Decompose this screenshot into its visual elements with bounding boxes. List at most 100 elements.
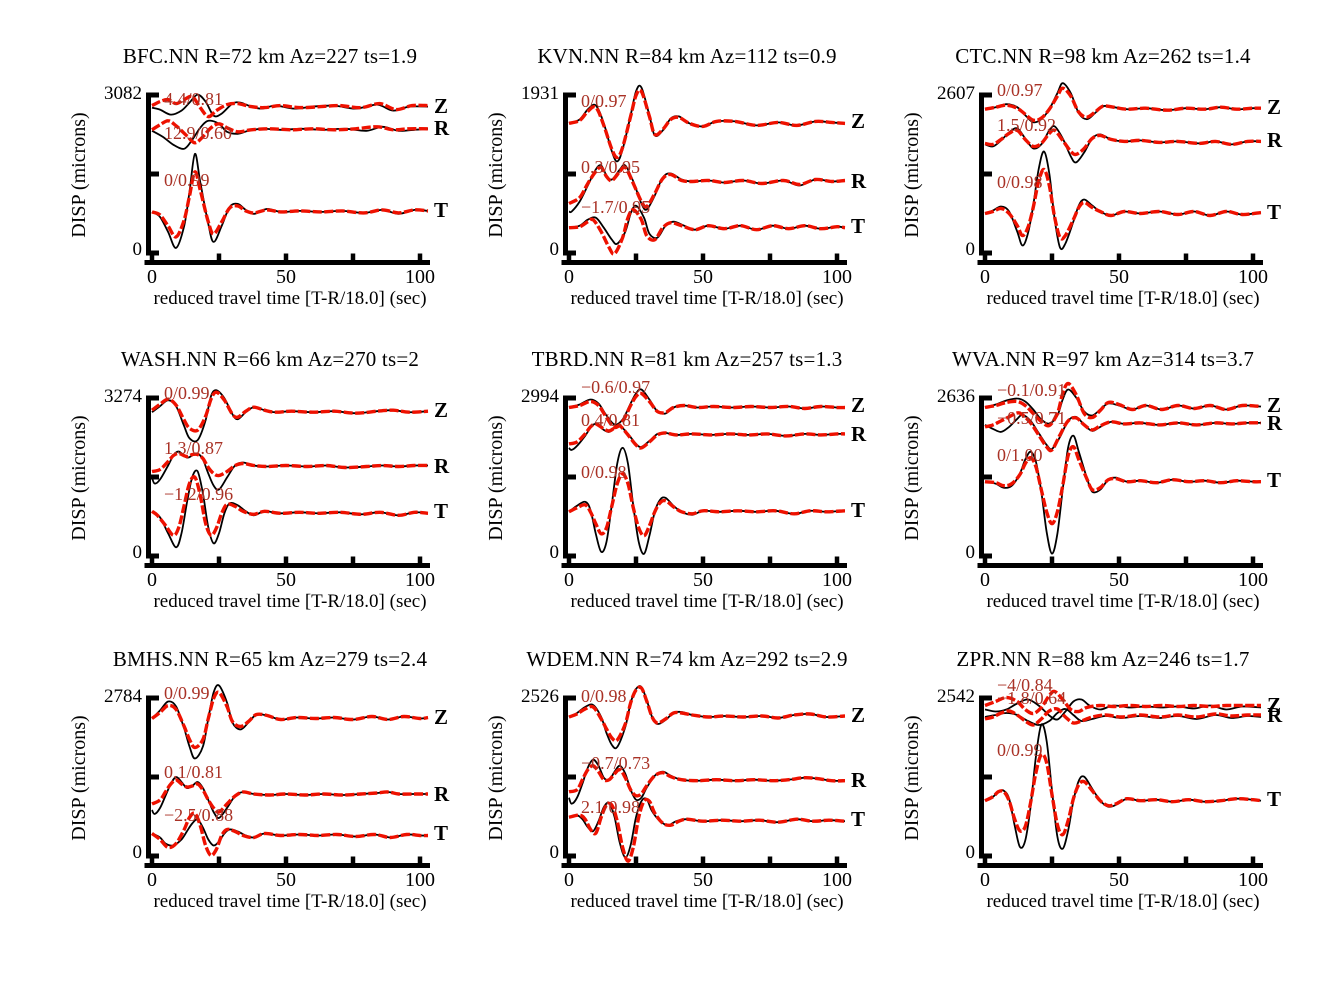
x-tick-label-50: 50	[693, 569, 713, 591]
x-axis-label: reduced travel time [T-R/18.0] (sec)	[986, 891, 1260, 912]
x-tick-label-50: 50	[1109, 266, 1129, 288]
x-tick-label-100: 100	[405, 869, 435, 891]
syn-trace-Z	[568, 391, 846, 430]
component-label-T: T	[434, 821, 449, 846]
fit-annotation-T: −1.2/0.96	[164, 484, 234, 505]
component-label-R: R	[851, 169, 867, 194]
y-axis-label: DISP (microns)	[901, 112, 923, 238]
fit-annotation-Z: 0/0.97	[581, 91, 627, 112]
syn-trace-Z	[568, 88, 846, 160]
y-axis-zero-label: 0	[549, 842, 560, 863]
panel-title: BMHS.NN R=65 km Az=279 ts=2.4	[112, 647, 428, 671]
y-axis-zero-label: 0	[965, 239, 976, 260]
syn-trace-T	[150, 475, 429, 538]
fit-annotation-T: −2.5/0.88	[164, 804, 234, 825]
syn-trace-Z	[984, 86, 1262, 123]
waveform-svg	[977, 82, 1263, 265]
y-axis-max-label: 2784	[104, 686, 142, 707]
syn-trace-Z	[568, 685, 846, 743]
syn-trace-R	[151, 451, 429, 478]
x-tick-label-100: 100	[822, 869, 852, 891]
y-axis-zero-label: 0	[132, 542, 143, 563]
fit-annotation-R: 0.1/0.81	[164, 762, 224, 782]
component-label-T: T	[851, 213, 866, 238]
obs-trace-T	[984, 150, 1262, 251]
x-axis-label: reduced travel time [T-R/18.0] (sec)	[570, 891, 844, 912]
y-axis-max-label: 2542	[937, 686, 975, 707]
station-panel-WVA.NN: WVA.NN R=97 km Az=314 ts=3.7 DISP (micron…	[893, 343, 1313, 643]
syn-trace-R	[568, 763, 846, 798]
x-tick-label-50: 50	[1109, 869, 1129, 891]
panel-title: BFC.NN R=72 km Az=227 ts=1.9	[122, 44, 418, 68]
station-panel-ZPR.NN: ZPR.NN R=88 km Az=246 ts=1.7 DISP (micron…	[893, 643, 1313, 943]
x-tick-label-100: 100	[405, 569, 435, 591]
panel-title: WVA.NN R=97 km Az=314 ts=3.7	[951, 347, 1255, 371]
waveform-svg	[144, 92, 430, 265]
fit-annotation-T: −1.7/0.95	[581, 196, 651, 217]
station-panel-BMHS.NN: BMHS.NN R=65 km Az=279 ts=2.4 DISP (micro…	[60, 643, 480, 943]
x-tick-label-100: 100	[405, 266, 435, 288]
x-tick-label-0: 0	[564, 569, 574, 591]
component-label-T: T	[851, 807, 866, 832]
syn-trace-R	[568, 165, 846, 209]
fit-annotation-Z: 0/0.98	[581, 686, 627, 707]
x-axis-label: reduced travel time [T-R/18.0] (sec)	[153, 591, 427, 612]
syn-trace-R	[984, 411, 1262, 453]
station-panel-CTC.NN: CTC.NN R=98 km Az=262 ts=1.4 DISP (micron…	[893, 40, 1313, 340]
syn-trace-T	[568, 797, 846, 863]
component-label-Z: Z	[851, 109, 866, 134]
fit-annotation-R: 1.3/0.87	[164, 438, 224, 459]
x-tick-label-50: 50	[1109, 569, 1129, 591]
component-label-T: T	[434, 499, 449, 524]
waveform-svg	[977, 381, 1263, 568]
x-axis-label: reduced travel time [T-R/18.0] (sec)	[986, 591, 1260, 612]
fit-annotation-T: 2.1/0.98	[581, 796, 641, 817]
y-axis-max-label: 2994	[521, 386, 559, 407]
fit-annotation-Z: 0/0.99	[164, 383, 210, 403]
obs-trace-Z	[568, 388, 846, 426]
component-label-R: R	[1267, 410, 1283, 435]
obs-trace-T	[151, 152, 429, 249]
station-panel-TBRD.NN: TBRD.NN R=81 km Az=257 ts=1.3 DISP (micro…	[477, 343, 897, 643]
fit-annotation-R: 12.9/0.60	[164, 122, 233, 143]
y-axis-max-label: 3274	[104, 386, 142, 407]
component-label-Z: Z	[434, 93, 449, 118]
fit-annotation-T: 0/0.98	[581, 462, 627, 482]
y-axis-label: DISP (microns)	[68, 415, 90, 541]
fit-annotation-Z: −0.6/0.97	[581, 376, 651, 397]
component-label-R: R	[434, 781, 450, 806]
syn-trace-T	[984, 167, 1262, 241]
syn-trace-R	[151, 119, 429, 145]
syn-trace-T	[984, 444, 1262, 526]
fit-annotation-R: 1.5/0.92	[997, 114, 1057, 135]
syn-trace-R	[151, 778, 428, 814]
waveform-svg	[977, 689, 1263, 868]
x-axis-label: reduced travel time [T-R/18.0] (sec)	[570, 288, 844, 309]
x-tick-label-0: 0	[147, 266, 157, 288]
x-tick-label-0: 0	[980, 266, 990, 288]
component-label-R: R	[434, 453, 450, 478]
x-tick-label-100: 100	[1238, 569, 1268, 591]
component-label-T: T	[1267, 467, 1282, 492]
x-tick-label-100: 100	[1238, 266, 1268, 288]
x-tick-label-50: 50	[693, 266, 713, 288]
y-axis-label: DISP (microns)	[485, 715, 507, 841]
fit-annotation-T: 0/0.99	[164, 170, 210, 191]
y-axis-label: DISP (microns)	[485, 415, 507, 541]
x-tick-label-0: 0	[564, 266, 574, 288]
fit-annotation-Z: 4.4/0.81	[164, 89, 224, 110]
waveform-svg	[144, 684, 430, 868]
x-tick-label-50: 50	[276, 869, 296, 891]
y-axis-zero-label: 0	[549, 239, 560, 260]
component-label-T: T	[434, 197, 449, 222]
x-tick-label-100: 100	[822, 266, 852, 288]
fit-annotation-R: −1.8/0.64	[997, 687, 1067, 708]
component-label-Z: Z	[851, 393, 866, 418]
y-axis-label: DISP (microns)	[68, 715, 90, 841]
fit-annotation-T: 0/0.99	[997, 739, 1043, 760]
y-axis-zero-label: 0	[549, 542, 560, 563]
waveform-svg	[144, 389, 430, 568]
component-label-Z: Z	[434, 704, 449, 729]
component-label-Z: Z	[1267, 693, 1282, 718]
